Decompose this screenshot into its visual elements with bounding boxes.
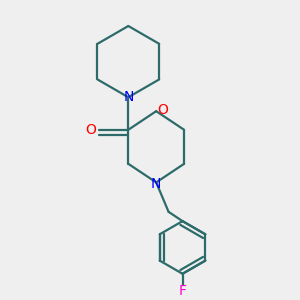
Text: O: O bbox=[157, 103, 168, 117]
Text: N: N bbox=[151, 177, 161, 191]
Text: F: F bbox=[178, 284, 187, 298]
Text: N: N bbox=[123, 90, 134, 104]
Text: O: O bbox=[86, 123, 97, 137]
